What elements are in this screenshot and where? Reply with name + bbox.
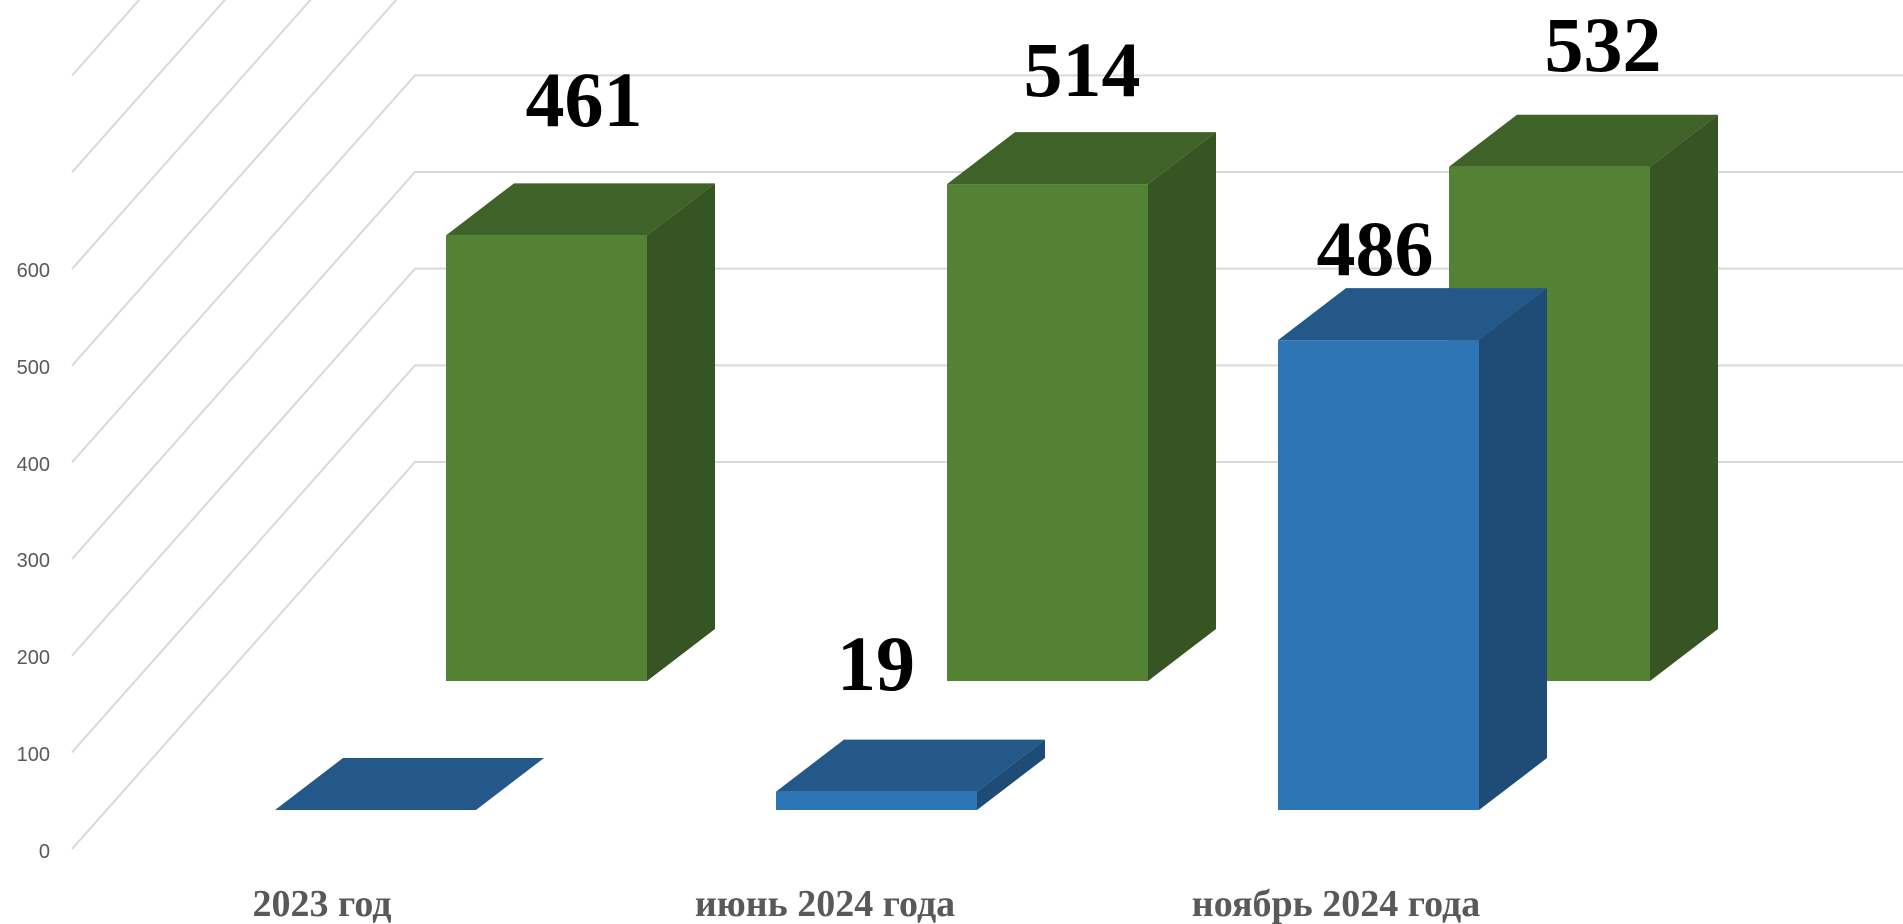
data-label-series2-2023: 461 [526, 56, 643, 143]
category-label-2023: 2023 год [253, 883, 392, 924]
y-tick-200: 200 [17, 647, 50, 669]
bar-series1-cat3 [1278, 288, 1547, 810]
bar-series1-cat1 [275, 758, 544, 811]
bar-side-face [1479, 288, 1547, 810]
category-label-nov-2024: ноябрь 2024 года [1192, 883, 1480, 924]
category-label-june-2024: июнь 2024 года [695, 883, 955, 924]
data-label-series1-nov-2024: 486 [1317, 205, 1434, 292]
bar-front-face [446, 235, 647, 681]
bar-top-face [1449, 114, 1718, 167]
bar-series1-cat2 [776, 739, 1045, 810]
gridline-300 [71, 170, 1903, 560]
x-axis-categories: 2023 год июнь 2024 года ноябрь 2024 года [253, 883, 1481, 924]
bar-side-face [647, 183, 715, 681]
data-label-series2-nov-2024: 532 [1545, 1, 1662, 88]
bar-top-face [1278, 288, 1547, 341]
bar-top-face [947, 132, 1216, 185]
y-tick-0: 0 [39, 841, 50, 863]
gridline-500 [71, 0, 398, 367]
bar-side-face [1148, 132, 1216, 681]
bar-side-face [1650, 114, 1718, 682]
gridline-200 [71, 267, 1903, 657]
bar-series2-cat1 [446, 183, 715, 681]
y-tick-300: 300 [17, 550, 50, 572]
bar-top-face [446, 183, 715, 236]
bars [275, 114, 1718, 811]
bar-front-face [947, 184, 1148, 681]
gridline-600 [71, 0, 312, 270]
y-axis-ticks: 0 100 200 300 400 500 600 [17, 260, 50, 863]
gridline-400 [71, 74, 1903, 463]
bar-side-face [977, 739, 1045, 810]
y-tick-100: 100 [17, 744, 50, 766]
y-tick-500: 500 [17, 357, 50, 379]
data-label-series1-june-2024: 19 [837, 620, 915, 707]
data-label-series2-june-2024: 514 [1024, 26, 1141, 113]
gridline-700 [71, 0, 227, 173]
bar-top-face [275, 758, 544, 810]
y-tick-600: 600 [17, 260, 50, 282]
bar-top-face [776, 739, 1045, 792]
bar-front-face [776, 791, 977, 810]
bar-front-face [1278, 340, 1479, 810]
bar-series2-cat2 [947, 132, 1216, 681]
data-labels: 461 19 514 486 532 [526, 1, 1662, 707]
y-tick-400: 400 [17, 454, 50, 476]
